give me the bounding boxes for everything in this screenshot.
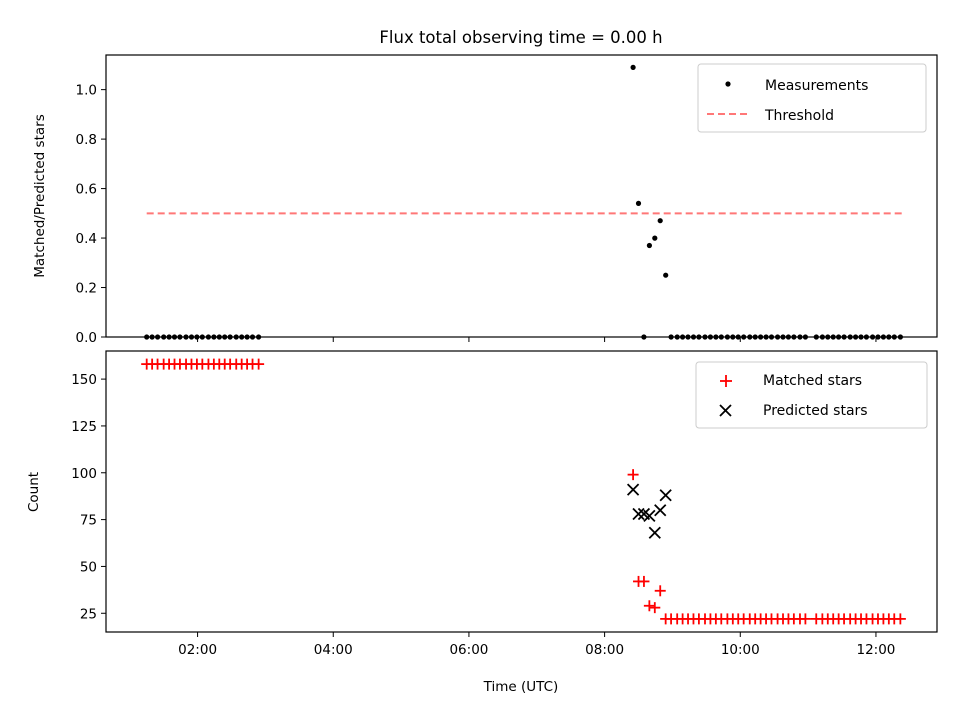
- legend-measurements-marker: [725, 81, 731, 87]
- bottom-x-ticks: 02:00 04:00 06:00 08:00 10:00 12:00: [178, 632, 895, 658]
- x-tick-label: 04:00: [314, 642, 353, 658]
- legend-threshold-label: Threshold: [764, 108, 834, 124]
- x-tick-label: 08:00: [585, 642, 624, 658]
- measurement-point: [652, 235, 658, 241]
- legend-predicted-stars-marker: [719, 404, 732, 417]
- bottom-y-tick-label: 50: [80, 559, 97, 575]
- matched-star-point: [643, 600, 655, 612]
- bottom-axes-frame: [105, 350, 938, 633]
- top-y-tick-label: 0.0: [76, 330, 97, 346]
- legend-matched-stars-marker: [720, 375, 732, 387]
- bottom-y-tick-label: 125: [71, 419, 97, 435]
- x-tick-label: 06:00: [449, 642, 488, 658]
- bottom-y-axis-label: Count: [26, 472, 42, 512]
- bottom-panel: Count Time (UTC) 25 50 75 100 125 150 02:00 04…: [26, 350, 938, 695]
- measurement-point: [657, 218, 663, 224]
- legend-measurements-label: Measurements: [765, 78, 868, 94]
- x-tick-label: 10:00: [721, 642, 760, 658]
- predicted-star-point: [643, 509, 656, 522]
- predicted-star-point: [626, 483, 640, 496]
- legend-matched-stars-label: Matched stars: [763, 373, 862, 389]
- bottom-y-tick-label: 25: [80, 606, 97, 622]
- top-legend-box: [697, 63, 927, 133]
- matched-star-point: [638, 575, 650, 587]
- matched-star-point: [627, 469, 639, 481]
- x-tick-label: 02:00: [178, 642, 217, 658]
- matched-star-point: [894, 613, 906, 625]
- bottom-y-tick-label: 75: [80, 513, 97, 529]
- bottom-legend: Matched stars Predicted stars: [695, 361, 928, 429]
- bottom-y-tick-label: 150: [71, 372, 97, 388]
- top-y-tick-label: 0.2: [76, 281, 97, 297]
- x-tick-label: 12:00: [856, 642, 895, 658]
- legend-predicted-stars-label: Predicted stars: [763, 403, 868, 419]
- measurement-point: [635, 200, 642, 206]
- predicted-star-point: [659, 489, 672, 502]
- top-panel: Flux total observing time = 0.00 h Match…: [32, 28, 938, 346]
- matched-star-point: [799, 613, 811, 625]
- predicted-star-point: [648, 526, 661, 539]
- predicted-star-point: [654, 504, 667, 517]
- predicted-star-point: [632, 507, 645, 521]
- top-y-axis-label: Matched/Predicted stars: [32, 114, 48, 277]
- top-y-tick-label: 0.4: [76, 231, 97, 247]
- bottom-y-ticks: 25 50 75 100 125 150: [71, 372, 106, 622]
- matched-star-point: [654, 585, 666, 597]
- top-y-tick-label: 1.0: [76, 83, 97, 99]
- top-y-tick-label: 0.8: [76, 132, 97, 148]
- bottom-plot-area: [141, 358, 906, 625]
- top-y-tick-label: 0.6: [76, 182, 97, 198]
- top-y-ticks: 0.0 0.2 0.4 0.6 0.8 1.0: [76, 83, 106, 346]
- matched-star-point: [253, 358, 265, 370]
- chart-title: Flux total observing time = 0.00 h: [379, 28, 662, 47]
- measurement-point: [646, 242, 653, 249]
- x-axis-label: Time (UTC): [483, 679, 559, 695]
- top-x-ticks: [197, 337, 877, 342]
- top-axes-frame: [105, 54, 938, 338]
- bottom-y-tick-label: 100: [71, 466, 97, 482]
- matched-star-point: [649, 602, 661, 614]
- measurement-point: [630, 64, 636, 70]
- bottom-legend-box: [695, 361, 928, 429]
- measurement-point: [663, 272, 669, 278]
- top-legend: Measurements Threshold: [697, 63, 927, 133]
